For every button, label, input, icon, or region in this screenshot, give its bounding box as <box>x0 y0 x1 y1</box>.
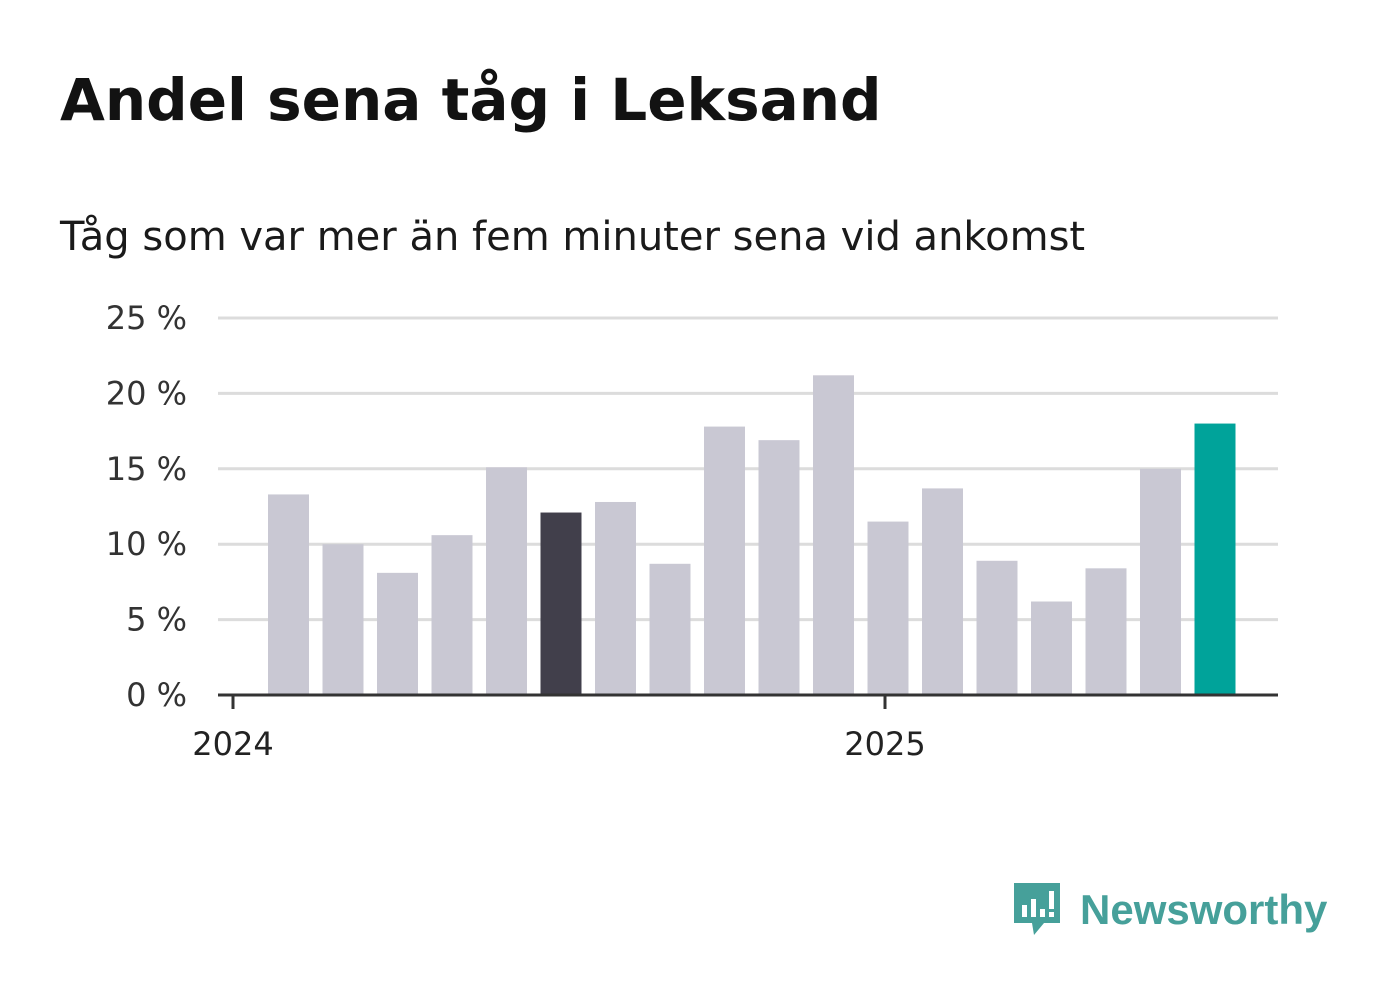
bar <box>704 426 745 695</box>
newsworthy-logo: Newsworthy <box>1010 878 1327 942</box>
y-tick-label: 10 % <box>106 525 187 563</box>
y-tick-label: 20 % <box>106 374 187 412</box>
y-tick-label: 15 % <box>106 450 187 488</box>
bar <box>540 512 582 695</box>
x-tick-label: 2024 <box>192 725 273 763</box>
brand-name: Newsworthy <box>1080 886 1328 933</box>
bar <box>1085 568 1127 695</box>
y-tick-label: 0 % <box>126 676 187 714</box>
bar <box>1140 468 1181 695</box>
bar <box>377 572 418 695</box>
bar <box>268 494 309 695</box>
bar <box>1031 601 1072 695</box>
bar <box>322 544 364 695</box>
x-tick-label: 2025 <box>844 725 925 763</box>
chart-title: Andel sena tåg i Leksand <box>60 66 882 134</box>
chart-bubble-icon <box>1014 883 1060 935</box>
bar <box>976 560 1018 695</box>
bar <box>758 440 800 695</box>
bar <box>922 488 963 695</box>
bar <box>867 521 909 695</box>
bar <box>813 375 854 695</box>
y-tick-label: 5 % <box>126 601 187 639</box>
y-tick-label: 25 % <box>106 299 187 337</box>
bar <box>431 535 473 695</box>
bar <box>486 467 527 695</box>
bar <box>649 563 691 695</box>
bar <box>1194 423 1236 695</box>
chart-subtitle: Tåg som var mer än fem minuter sena vid … <box>60 214 1086 260</box>
bar <box>595 501 636 695</box>
